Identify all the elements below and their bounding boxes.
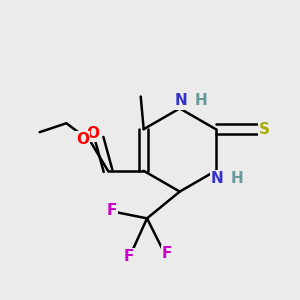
Text: S: S [259,122,270,137]
Text: H: H [230,171,243,186]
Text: F: F [162,246,172,261]
Text: O: O [76,132,89,147]
Text: O: O [87,126,100,141]
Text: F: F [124,249,134,264]
Text: H: H [194,94,207,109]
Text: F: F [107,203,117,218]
Text: N: N [175,94,188,109]
Text: N: N [211,171,224,186]
